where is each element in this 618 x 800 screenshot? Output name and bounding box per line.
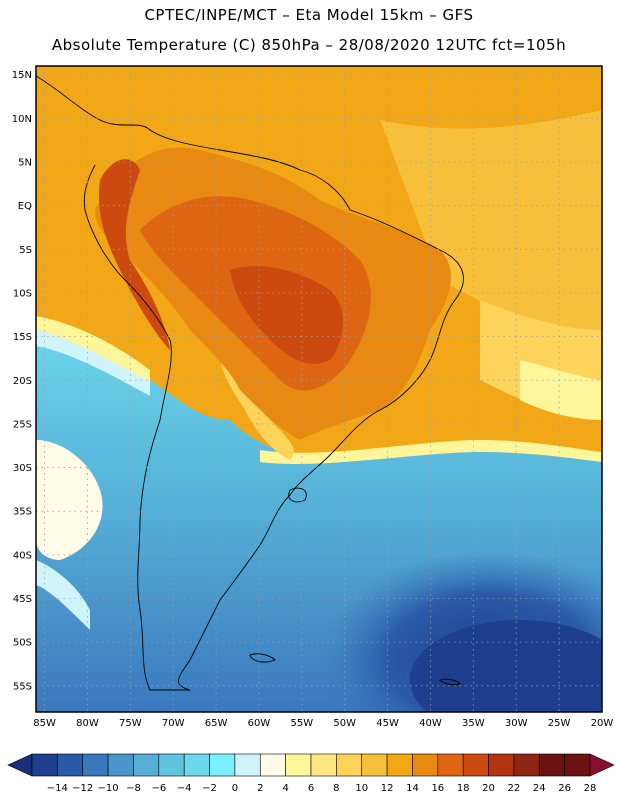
colorbar-label: 20 bbox=[482, 783, 495, 794]
colorbar-label: 18 bbox=[457, 783, 470, 794]
longitude-label: 65W bbox=[205, 718, 228, 729]
colorbar-swatch bbox=[310, 753, 337, 777]
colorbar-label: −8 bbox=[126, 783, 141, 794]
longitude-label: 45W bbox=[376, 718, 399, 729]
longitude-label: 40W bbox=[419, 718, 442, 729]
latitude-label: EQ bbox=[18, 201, 32, 212]
latitude-label: 35S bbox=[13, 507, 32, 518]
colorbar-swatch bbox=[183, 753, 210, 777]
colorbar-label: 14 bbox=[406, 783, 419, 794]
chart-subtitle: Absolute Temperature (C) 850hPa – 28/08/… bbox=[51, 36, 567, 54]
latitude-label: 5S bbox=[19, 245, 32, 256]
latitude-label: 45S bbox=[13, 594, 32, 605]
latitude-label: 25S bbox=[13, 419, 32, 430]
colorbar-label: 6 bbox=[308, 783, 314, 794]
longitude-label: 35W bbox=[462, 718, 485, 729]
temperature-map: 15N 10N 5N EQ 5S 10S 15S 20S 25S 30S 35S 40S 45S 50S 5… bbox=[12, 65, 613, 729]
colorbar-swatch bbox=[412, 753, 439, 777]
latitude-label: 30S bbox=[13, 463, 32, 474]
latitude-label: 10S bbox=[13, 288, 32, 299]
longitude-labels: 85W 80W 75W 70W 65W 60W 55W 50W 45W 40W 35W 30W 25W 2… bbox=[33, 718, 613, 729]
colorbar-swatch bbox=[336, 753, 363, 777]
colorbar-high-arrow bbox=[589, 753, 615, 777]
coastline bbox=[36, 75, 464, 691]
colorbar-label: −4 bbox=[177, 783, 192, 794]
longitude-label: 85W bbox=[33, 718, 56, 729]
colorbar-label: −6 bbox=[151, 783, 166, 794]
colorbar-label: −10 bbox=[98, 783, 119, 794]
longitude-label: 55W bbox=[291, 718, 314, 729]
longitude-label: 60W bbox=[248, 718, 271, 729]
latitude-label: 40S bbox=[13, 550, 32, 561]
longitude-label: 80W bbox=[76, 718, 99, 729]
latitude-label: 10N bbox=[12, 114, 32, 125]
colorbar-label: 22 bbox=[508, 783, 521, 794]
longitude-label: 20W bbox=[591, 718, 614, 729]
colorbar-label: 24 bbox=[533, 783, 546, 794]
temperature-field bbox=[36, 66, 602, 712]
colorbar-label: 26 bbox=[558, 783, 571, 794]
colorbar-swatch bbox=[488, 753, 515, 777]
colorbar-swatch bbox=[564, 753, 591, 777]
colorbar-label: 0 bbox=[232, 783, 238, 794]
longitude-label: 75W bbox=[119, 718, 142, 729]
latitude-label: 55S bbox=[13, 681, 32, 692]
latitude-label: 5N bbox=[18, 158, 32, 169]
chart-title: CPTEC/INPE/MCT – Eta Model 15km – GFS bbox=[144, 6, 474, 24]
latitude-label: 15S bbox=[13, 332, 32, 343]
colorbar-label: 12 bbox=[381, 783, 394, 794]
colorbar-swatch bbox=[234, 753, 261, 777]
longitude-label: 70W bbox=[162, 718, 185, 729]
colorbar-label: 2 bbox=[257, 783, 263, 794]
colorbar-swatch bbox=[57, 753, 84, 777]
colorbar-swatch bbox=[513, 753, 540, 777]
latitude-label: 50S bbox=[13, 638, 32, 649]
colorbar-swatch bbox=[285, 753, 312, 777]
colorbar-swatch bbox=[259, 753, 286, 777]
colorbar-swatch bbox=[209, 753, 236, 777]
colorbar-swatch bbox=[133, 753, 160, 777]
colorbar-label: −2 bbox=[202, 783, 217, 794]
grid-lines bbox=[36, 66, 602, 712]
colorbar-label: −14 bbox=[47, 783, 68, 794]
colorbar-swatch bbox=[82, 753, 109, 777]
longitude-label: 25W bbox=[548, 718, 571, 729]
colorbar-label: 4 bbox=[282, 783, 288, 794]
latitude-labels: 15N 10N 5N EQ 5S 10S 15S 20S 25S 30S 35S 40S 45S 50S 5… bbox=[12, 70, 32, 692]
colorbar-swatch bbox=[386, 753, 413, 777]
colorbar-swatch bbox=[31, 753, 58, 777]
longitude-label: 50W bbox=[333, 718, 356, 729]
map-frame bbox=[35, 65, 603, 713]
colorbar-label: 8 bbox=[333, 783, 339, 794]
longitude-label: 30W bbox=[505, 718, 528, 729]
colorbar-swatch bbox=[462, 753, 489, 777]
colorbar-label: −12 bbox=[72, 783, 93, 794]
colorbar-label: 16 bbox=[431, 783, 444, 794]
colorbar-label: 10 bbox=[355, 783, 368, 794]
colorbar: −14 −12 −10 −8 −6 −4 −2 0 2 4 6 8 10 12 14 16 18 20 22 24 26… bbox=[7, 753, 615, 794]
colorbar-swatch bbox=[158, 753, 185, 777]
colorbar-label: 28 bbox=[584, 783, 597, 794]
latitude-label: 20S bbox=[13, 376, 32, 387]
colorbar-swatch bbox=[107, 753, 134, 777]
colorbar-swatch bbox=[437, 753, 464, 777]
latitude-label: 15N bbox=[12, 70, 32, 81]
colorbar-swatch bbox=[361, 753, 388, 777]
colorbar-swatch bbox=[538, 753, 565, 777]
colorbar-low-arrow bbox=[7, 753, 33, 777]
